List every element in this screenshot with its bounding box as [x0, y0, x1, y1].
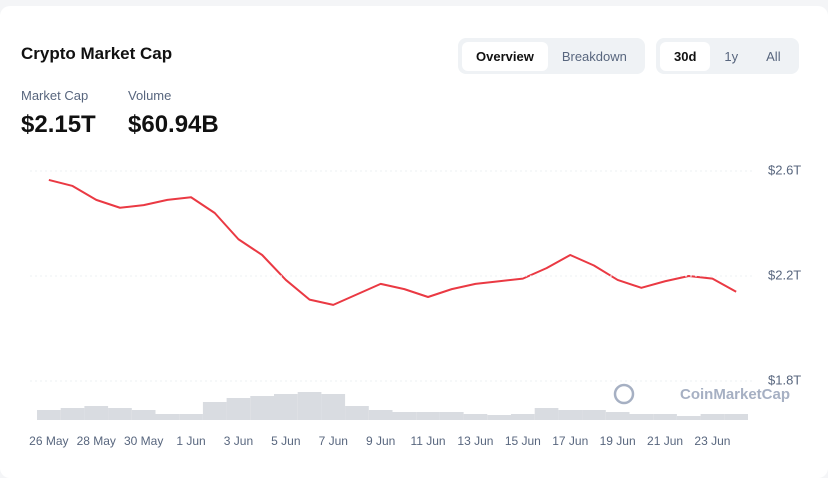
x-tick-label: 28 May	[77, 434, 116, 448]
tab[interactable]: Breakdown	[561, 48, 627, 64]
x-tick-label: 26 May	[29, 434, 68, 448]
volume-bar	[700, 414, 725, 420]
x-tick-label: 13 Jun	[457, 434, 493, 448]
x-tick-label: 3 Jun	[224, 434, 253, 448]
volume-bar	[131, 410, 156, 420]
y-tick-label: $2.6T	[768, 162, 801, 177]
volume-bar	[37, 410, 61, 420]
title: Crypto Market Cap	[21, 44, 173, 63]
volume-bar	[629, 414, 654, 420]
volume-bar	[321, 394, 346, 420]
stat-label: Volume	[128, 88, 172, 103]
volume-bar	[392, 412, 417, 420]
stat: Volume $60.94B	[128, 88, 219, 139]
x-tick-label: 11 Jun	[410, 434, 445, 448]
logo	[613, 383, 635, 405]
range-tabs: 30d 1y All	[656, 38, 799, 74]
volume-bar	[274, 394, 298, 420]
x-tick-label: 30 May	[124, 434, 163, 448]
stat-value: $60.94B	[128, 111, 219, 138]
x-tick-label: 19 Jun	[600, 434, 636, 448]
volume-bar	[345, 406, 369, 420]
range[interactable]: 30d	[660, 41, 711, 71]
x-tick-label: 5 Jun	[271, 434, 300, 448]
tab[interactable]: Overview	[462, 41, 548, 71]
volume-bar	[84, 406, 109, 420]
range[interactable]: All	[766, 48, 781, 64]
x-tick-label: 23 Jun	[694, 434, 730, 448]
volume-bar	[511, 414, 535, 420]
volume-bar	[463, 414, 488, 420]
volume-bar	[368, 410, 393, 420]
volume-bar	[416, 412, 440, 420]
volume-bar	[108, 408, 132, 420]
volume-bar	[534, 408, 559, 420]
view-tabs: Overview Breakdown	[458, 38, 645, 74]
volume-bar	[558, 410, 583, 420]
volume-bar	[605, 412, 630, 420]
volume-bar	[653, 414, 677, 420]
volume-bar	[250, 396, 274, 420]
volume-bar	[226, 398, 251, 420]
x-tick-label: 21 Jun	[647, 434, 683, 448]
volume-bar	[676, 416, 701, 420]
market-cap-line	[48, 178, 737, 306]
stat: Market Cap $2.15T	[21, 88, 96, 139]
volume-bar	[179, 414, 203, 420]
card: Crypto Market Cap Overview Breakdown 30d…	[0, 6, 828, 478]
y-tick-label: $2.2T	[768, 267, 801, 282]
volume-bar	[724, 414, 748, 420]
x-tick-label: 9 Jun	[366, 434, 395, 448]
volume-bar	[439, 412, 464, 420]
volume-bar	[487, 415, 511, 420]
range[interactable]: 1y	[724, 48, 739, 64]
volume-bar	[60, 408, 85, 420]
x-tick-label: 7 Jun	[319, 434, 348, 448]
volume-bar	[297, 392, 322, 420]
y-tick-label: $1.8T	[768, 372, 801, 387]
x-tick-label: 15 Jun	[505, 434, 541, 448]
stat-label: Market Cap	[21, 88, 89, 103]
volume-bar	[202, 402, 227, 420]
stat-value: $2.15T	[21, 111, 96, 138]
x-tick-label: 1 Jun	[176, 434, 205, 448]
x-tick-label: 17 Jun	[552, 434, 588, 448]
volume-bar	[582, 410, 606, 420]
watermark: CoinMarketCap	[680, 386, 790, 403]
volume-bar	[155, 414, 180, 420]
